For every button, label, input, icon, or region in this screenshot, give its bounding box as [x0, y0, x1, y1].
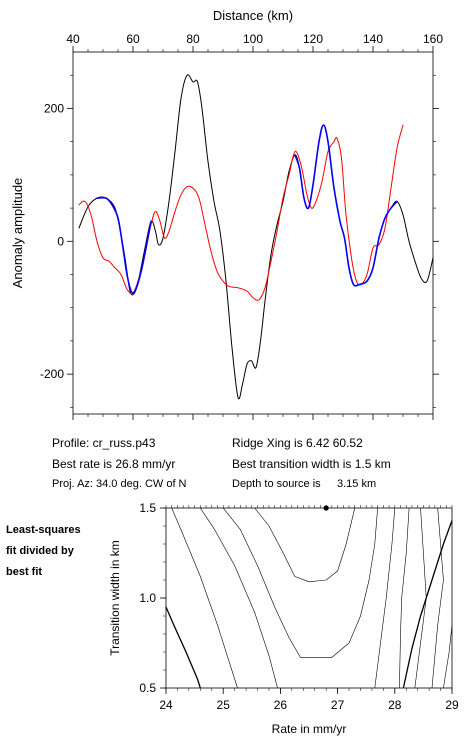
best-fit-point: [323, 505, 329, 511]
plot-frame: [72, 51, 434, 415]
contour-line: [443, 624, 453, 689]
best-transition-width: Best transition width is 1.5 km: [232, 457, 391, 471]
misfit-contour-plot: 24 25 26 27 28 29 Rate in mm/yr 1.5 1.0 0.5 Transi…: [108, 501, 459, 736]
depth-to-source-label: Depth to source is: [232, 478, 321, 490]
x-tick-label: 27: [331, 698, 345, 712]
anomaly-profile-plot: 40 60 80 100 120 140 160 Distance (km) 200 0 -200 A…: [10, 8, 443, 420]
y-tick-label: -200: [40, 367, 64, 381]
x-tick-label: 24: [159, 698, 173, 712]
side-label: Least-squares fit divided by best fit: [6, 520, 81, 583]
x-tick-label: 140: [363, 32, 383, 46]
y-tick-label: 0.5: [139, 681, 156, 695]
contour-line: [374, 507, 396, 689]
x-tick-label: 28: [388, 698, 402, 712]
x-tick-label: 100: [243, 32, 263, 46]
x-tick-label: 160: [423, 32, 443, 46]
x-axis-label: Rate in mm/yr: [272, 722, 347, 736]
y-axis-label: Transition width in km: [108, 540, 122, 656]
fit-window-line: [96, 196, 152, 294]
y-axis-label: Anomaly amplitude: [10, 178, 25, 289]
contour-line: [165, 606, 201, 689]
contour-line: [402, 520, 453, 689]
side-label-line: Least-squares: [6, 524, 81, 536]
contour-line: [200, 507, 278, 689]
side-label-line: best fit: [6, 566, 43, 578]
fit-window-line: [294, 124, 398, 287]
contour-line: [414, 507, 427, 689]
x-tick-label: 60: [126, 32, 140, 46]
y-tick-label: 0: [57, 234, 64, 248]
contour-line: [399, 507, 410, 689]
x-tick-label: 26: [274, 698, 288, 712]
profile-name: Profile: cr_russ.p43: [52, 436, 156, 450]
side-label-line: fit divided by: [6, 545, 74, 557]
x-axis-label: Distance (km): [213, 8, 293, 23]
x-tick-label: 29: [445, 698, 459, 712]
y-tick-label: 1.5: [139, 501, 156, 515]
depth-to-source-value: 3.15 km: [337, 478, 377, 490]
x-tick-label: 80: [186, 32, 200, 46]
best-rate: Best rate is 26.8 mm/yr: [52, 457, 176, 471]
contour-line: [254, 507, 356, 583]
x-tick-label: 40: [66, 32, 80, 46]
x-tick-label: 120: [303, 32, 323, 46]
contour-line: [171, 507, 238, 689]
contour-line: [431, 507, 444, 689]
ridge-crossing: Ridge Xing is 6.42 60.52: [232, 436, 363, 450]
contour-line: [222, 507, 378, 658]
projection-azimuth: Proj. Az: 34.0 deg. CW of N: [52, 478, 187, 490]
x-tick-label: 25: [217, 698, 231, 712]
y-tick-label: 200: [44, 101, 64, 115]
y-tick-label: 1.0: [139, 591, 156, 605]
